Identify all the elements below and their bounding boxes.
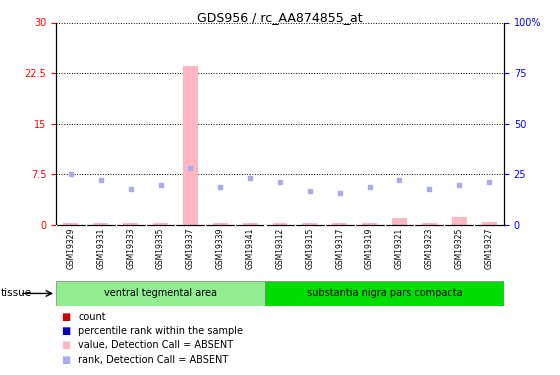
Text: GSM19341: GSM19341 bbox=[246, 228, 255, 269]
Bar bbox=[265, 281, 504, 306]
Text: GSM19323: GSM19323 bbox=[425, 228, 434, 269]
Text: GSM19339: GSM19339 bbox=[216, 228, 225, 269]
Text: GSM19325: GSM19325 bbox=[455, 228, 464, 269]
Bar bbox=[213, 223, 228, 225]
Text: GSM19319: GSM19319 bbox=[365, 228, 374, 269]
Text: GSM19321: GSM19321 bbox=[395, 228, 404, 269]
Text: GSM19312: GSM19312 bbox=[276, 228, 284, 269]
Bar bbox=[56, 281, 265, 306]
Text: GSM19337: GSM19337 bbox=[186, 228, 195, 269]
Text: GSM19333: GSM19333 bbox=[126, 228, 135, 269]
Text: GSM19317: GSM19317 bbox=[335, 228, 344, 269]
Bar bbox=[273, 223, 287, 225]
Bar bbox=[63, 223, 78, 225]
Text: GSM19315: GSM19315 bbox=[305, 228, 314, 269]
Bar bbox=[362, 223, 377, 225]
Text: ventral tegmental area: ventral tegmental area bbox=[104, 288, 217, 298]
Bar bbox=[422, 223, 437, 225]
Bar bbox=[94, 223, 108, 225]
Bar bbox=[123, 223, 138, 225]
Text: GDS956 / rc_AA874855_at: GDS956 / rc_AA874855_at bbox=[197, 11, 363, 24]
Bar bbox=[302, 223, 318, 225]
Text: ■: ■ bbox=[62, 312, 71, 322]
Text: value, Detection Call = ABSENT: value, Detection Call = ABSENT bbox=[78, 340, 234, 350]
Bar bbox=[482, 222, 497, 225]
Text: ■: ■ bbox=[62, 340, 71, 350]
Bar bbox=[153, 223, 168, 225]
Bar bbox=[392, 218, 407, 225]
Text: percentile rank within the sample: percentile rank within the sample bbox=[78, 326, 244, 336]
Text: GSM19331: GSM19331 bbox=[96, 228, 105, 269]
Bar bbox=[332, 223, 347, 225]
Bar bbox=[452, 217, 466, 225]
Bar bbox=[242, 223, 258, 225]
Text: substantia nigra pars compacta: substantia nigra pars compacta bbox=[307, 288, 463, 298]
Text: count: count bbox=[78, 312, 106, 322]
Text: GSM19329: GSM19329 bbox=[67, 228, 76, 269]
Text: GSM19335: GSM19335 bbox=[156, 228, 165, 269]
Text: GSM19327: GSM19327 bbox=[484, 228, 493, 269]
Text: ■: ■ bbox=[62, 355, 71, 364]
Text: tissue: tissue bbox=[1, 288, 32, 298]
Text: rank, Detection Call = ABSENT: rank, Detection Call = ABSENT bbox=[78, 355, 228, 364]
Bar bbox=[183, 66, 198, 225]
Text: ■: ■ bbox=[62, 326, 71, 336]
